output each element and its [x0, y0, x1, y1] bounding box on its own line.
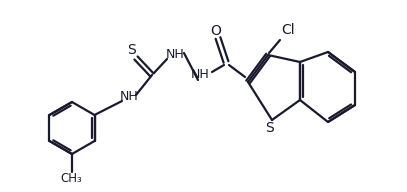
Text: Cl: Cl	[281, 23, 295, 37]
Text: NH: NH	[166, 49, 184, 61]
Text: CH₃: CH₃	[60, 172, 82, 185]
Text: S: S	[266, 121, 274, 135]
Text: NH: NH	[190, 69, 209, 81]
Text: NH: NH	[120, 90, 138, 103]
Text: O: O	[210, 24, 221, 38]
Text: S: S	[127, 43, 136, 57]
